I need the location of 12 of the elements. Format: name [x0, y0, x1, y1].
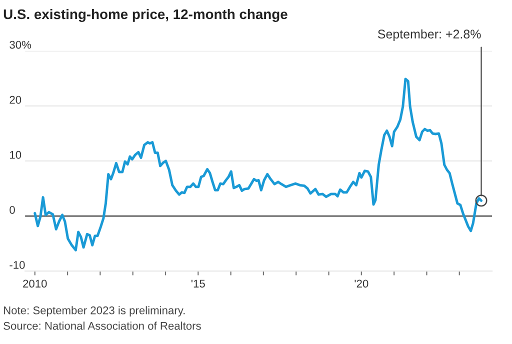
- y-tick-label: 20: [10, 96, 22, 104]
- y-tick-label: -10: [10, 261, 25, 269]
- y-tick-label: 30%: [10, 40, 32, 49]
- source-note: Source: National Association of Realtors: [4, 322, 201, 330]
- x-tick-label: '20: [354, 280, 368, 288]
- chart-title: U.S. existing-home price, 12-month change: [4, 8, 288, 22]
- annotation: September: +2.8%: [378, 29, 481, 42]
- text: Note: September 2023 is preliminary.: [4, 306, 185, 316]
- y-tick-label: 0: [10, 206, 15, 214]
- y-tick-label: 10: [10, 150, 22, 159]
- x-tick-label: 2010: [23, 280, 47, 288]
- x-tick-label: '15: [191, 280, 205, 288]
